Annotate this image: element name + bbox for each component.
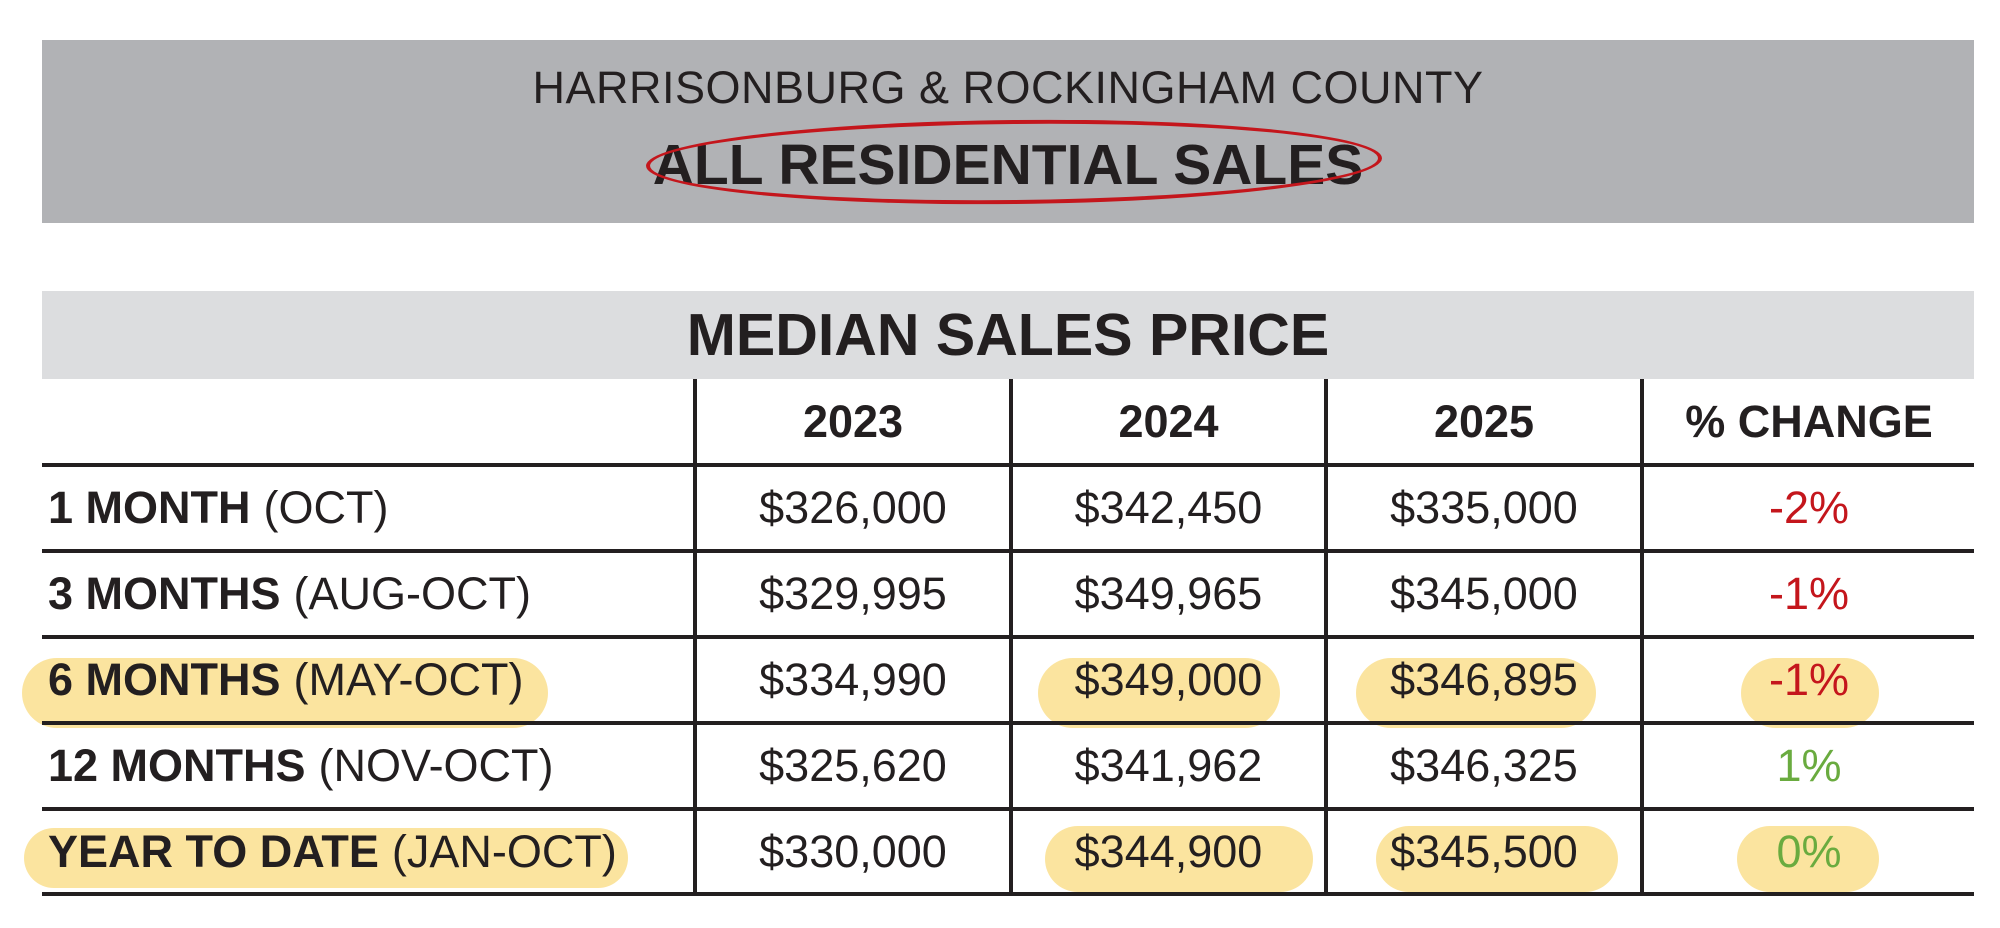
- table-cell: $345,000: [1390, 568, 1578, 619]
- table-title-band: MEDIAN SALES PRICE: [42, 291, 1974, 379]
- row-period: 1 MONTH: [48, 482, 251, 533]
- percent-change-cell: -1%: [1768, 654, 1850, 705]
- column-header-change: % CHANGE: [1685, 396, 1933, 447]
- table-cell: $349,000: [1074, 654, 1263, 705]
- table-title: MEDIAN SALES PRICE: [686, 302, 1330, 368]
- row-range: (AUG-OCT): [293, 568, 531, 619]
- table-cell: $334,990: [759, 654, 947, 705]
- table-cell: $330,000: [759, 825, 947, 877]
- banner-subtitle: HARRISONBURG & ROCKINGHAM COUNTY: [532, 62, 1484, 113]
- table-cell: $335,000: [1390, 482, 1578, 533]
- percent-change-cell: -2%: [1768, 482, 1850, 533]
- row-divider: [42, 463, 1974, 467]
- highlight-ytd-change: [1737, 826, 1879, 892]
- row-range: (JAN-OCT): [391, 825, 617, 877]
- report-banner: HARRISONBURG & ROCKINGHAM COUNTY ALL RES…: [42, 40, 1974, 223]
- table-cell: $344,900: [1074, 825, 1263, 877]
- table-row-label: 12 MONTHS (NOV-OCT): [48, 725, 554, 807]
- highlight-6-months-change: [1741, 658, 1879, 728]
- highlight-ytd-label: [24, 828, 628, 888]
- highlight-6-months-2024: [1038, 658, 1280, 728]
- highlight-ytd-2025: [1376, 826, 1618, 892]
- highlight-6-months-2025: [1356, 658, 1596, 728]
- table-row-label: 3 MONTHS (AUG-OCT): [48, 553, 531, 635]
- table-cell: $345,500: [1390, 825, 1578, 877]
- table-cell: $326,000: [759, 482, 947, 533]
- highlight-ytd-2024: [1045, 826, 1313, 892]
- table-cell: $349,965: [1074, 568, 1263, 619]
- table-row-label: 6 MONTHS (MAY-OCT): [48, 639, 524, 721]
- table-cell: $329,995: [759, 568, 947, 619]
- banner-title: ALL RESIDENTIAL SALES: [652, 133, 1364, 197]
- row-divider: [42, 549, 1974, 553]
- row-period: 6 MONTHS: [48, 654, 281, 705]
- percent-change-cell: 1%: [1776, 740, 1842, 791]
- highlight-6-months-label: [22, 658, 548, 728]
- table-row-label: YEAR TO DATE (JAN-OCT): [48, 811, 617, 892]
- row-range: (MAY-OCT): [293, 654, 524, 705]
- row-range: (OCT): [263, 482, 389, 533]
- row-period: 3 MONTHS: [48, 568, 281, 619]
- column-header-2025: 2025: [1433, 396, 1535, 447]
- percent-change-cell: 0%: [1776, 825, 1842, 877]
- row-divider: [42, 807, 1974, 811]
- table-row-label: 1 MONTH (OCT): [48, 467, 388, 549]
- table-cell: $346,895: [1390, 654, 1578, 705]
- column-header-2023: 2023: [802, 396, 904, 447]
- row-period: YEAR TO DATE: [48, 825, 379, 877]
- row-divider: [42, 721, 1974, 725]
- table-cell: $341,962: [1074, 740, 1263, 791]
- table-cell: $346,325: [1390, 740, 1578, 791]
- row-divider: [42, 892, 1974, 896]
- row-period: 12 MONTHS: [48, 740, 306, 791]
- percent-change-cell: -1%: [1768, 568, 1850, 619]
- column-header-2024: 2024: [1118, 396, 1219, 447]
- row-divider: [42, 635, 1974, 639]
- table-cell: $325,620: [759, 740, 947, 791]
- row-range: (NOV-OCT): [318, 740, 554, 791]
- table-cell: $342,450: [1074, 482, 1263, 533]
